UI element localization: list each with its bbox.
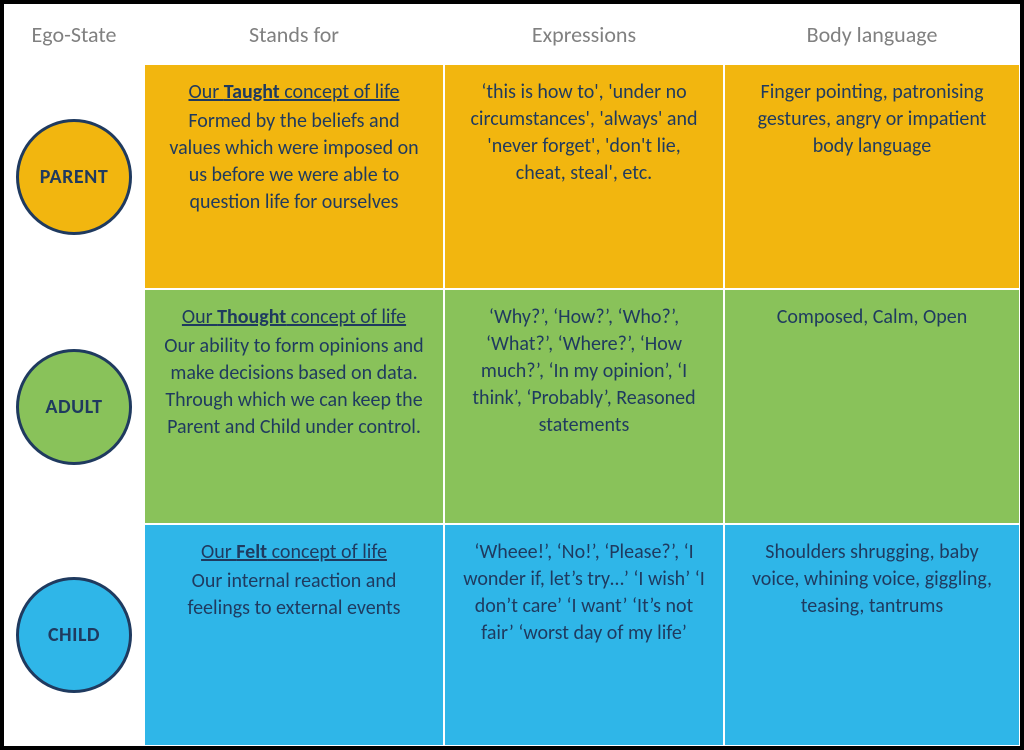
child-stands-prefix: Our [201,540,236,564]
adult-circle: ADULT [16,349,132,465]
header-stands-for: Stands for [144,4,444,64]
parent-body-language: Finger pointing, patronising gestures, a… [724,64,1020,289]
parent-stands-suffix: concept of life [280,80,400,104]
parent-stands-title: Our Taught concept of life [188,79,399,106]
adult-body-language: Composed, Calm, Open [724,289,1020,524]
adult-stands-suffix: concept of life [286,305,406,329]
child-circle-cell: CHILD [4,524,144,746]
parent-stands-desc: Formed by the beliefs and values which w… [163,108,425,216]
child-label: CHILD [48,623,100,647]
adult-label: ADULT [45,395,102,419]
parent-circle: PARENT [16,119,132,235]
parent-label: PARENT [40,165,109,189]
header-expressions: Expressions [444,4,724,64]
child-stands-desc: Our internal reaction and feelings to ex… [163,568,425,622]
child-stands-for: Our Felt concept of life Our internal re… [144,524,444,746]
grid: Ego-State Stands for Expressions Body la… [4,4,1020,746]
header-ego-state: Ego-State [4,4,144,64]
adult-circle-cell: ADULT [4,289,144,524]
child-stands-title: Our Felt concept of life [201,539,387,566]
parent-stands-for: Our Taught concept of life Formed by the… [144,64,444,289]
adult-stands-desc: Our ability to form opinions and make de… [163,333,425,441]
adult-stands-keyword: Thought [217,305,286,329]
ego-state-table: Ego-State Stands for Expressions Body la… [0,0,1024,750]
parent-stands-keyword: Taught [224,80,280,104]
child-circle: CHILD [16,577,132,693]
child-expressions: ‘Wheee!’, ‘No!’, ‘Please?’, ‘I wonder if… [444,524,724,746]
header-body-language: Body language [724,4,1020,64]
adult-stands-prefix: Our [182,305,217,329]
adult-stands-for: Our Thought concept of life Our ability … [144,289,444,524]
parent-circle-cell: PARENT [4,64,144,289]
adult-expressions: ‘Why?’, ‘How?’, ‘Who?’, ‘What?’, ‘Where?… [444,289,724,524]
child-body-language: Shoulders shrugging, baby voice, whining… [724,524,1020,746]
parent-expressions: ‘this is how to', 'under no circumstance… [444,64,724,289]
parent-stands-prefix: Our [188,80,223,104]
child-stands-suffix: concept of life [267,540,387,564]
adult-stands-title: Our Thought concept of life [182,304,406,331]
child-stands-keyword: Felt [236,540,267,564]
